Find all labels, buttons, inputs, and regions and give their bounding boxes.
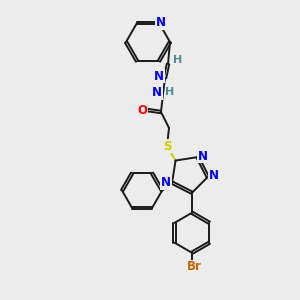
Text: O: O [137, 103, 147, 116]
Text: N: N [161, 176, 171, 189]
Text: N: N [156, 16, 166, 29]
Text: N: N [198, 150, 208, 163]
Text: S: S [163, 140, 171, 152]
Text: N: N [209, 169, 219, 182]
Text: H: H [173, 55, 183, 65]
Text: H: H [165, 87, 175, 97]
Text: N: N [152, 86, 162, 100]
Text: N: N [154, 70, 164, 83]
Text: Br: Br [187, 260, 201, 273]
